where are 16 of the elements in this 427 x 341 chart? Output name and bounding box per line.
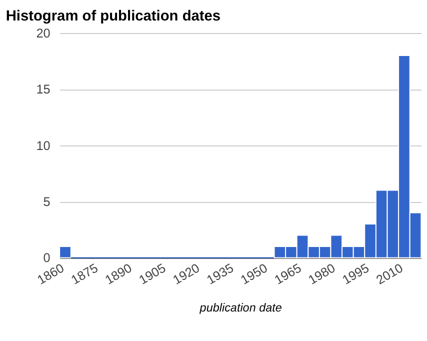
x-tick-label: 1935 [204, 261, 236, 288]
x-axis-title: publication date [198, 302, 282, 315]
x-tick-label: 2010 [374, 261, 406, 288]
y-tick-label: 20 [36, 26, 50, 40]
chart-title: Histogram of publication dates [6, 8, 221, 24]
x-tick-label: 1965 [272, 261, 304, 288]
x-tick-label: 1980 [306, 261, 338, 288]
y-tick-label: 5 [43, 194, 50, 209]
x-tick-label: 1890 [102, 261, 134, 288]
x-tick-label: 1875 [68, 261, 100, 288]
x-tick-label: 1920 [170, 261, 202, 288]
x-tick-label: 1950 [238, 261, 270, 288]
x-tick-label: 1905 [136, 261, 168, 288]
y-tick-label: 10 [36, 138, 50, 153]
y-tick-label: 15 [36, 82, 50, 97]
x-tick-label: 1995 [340, 261, 372, 288]
